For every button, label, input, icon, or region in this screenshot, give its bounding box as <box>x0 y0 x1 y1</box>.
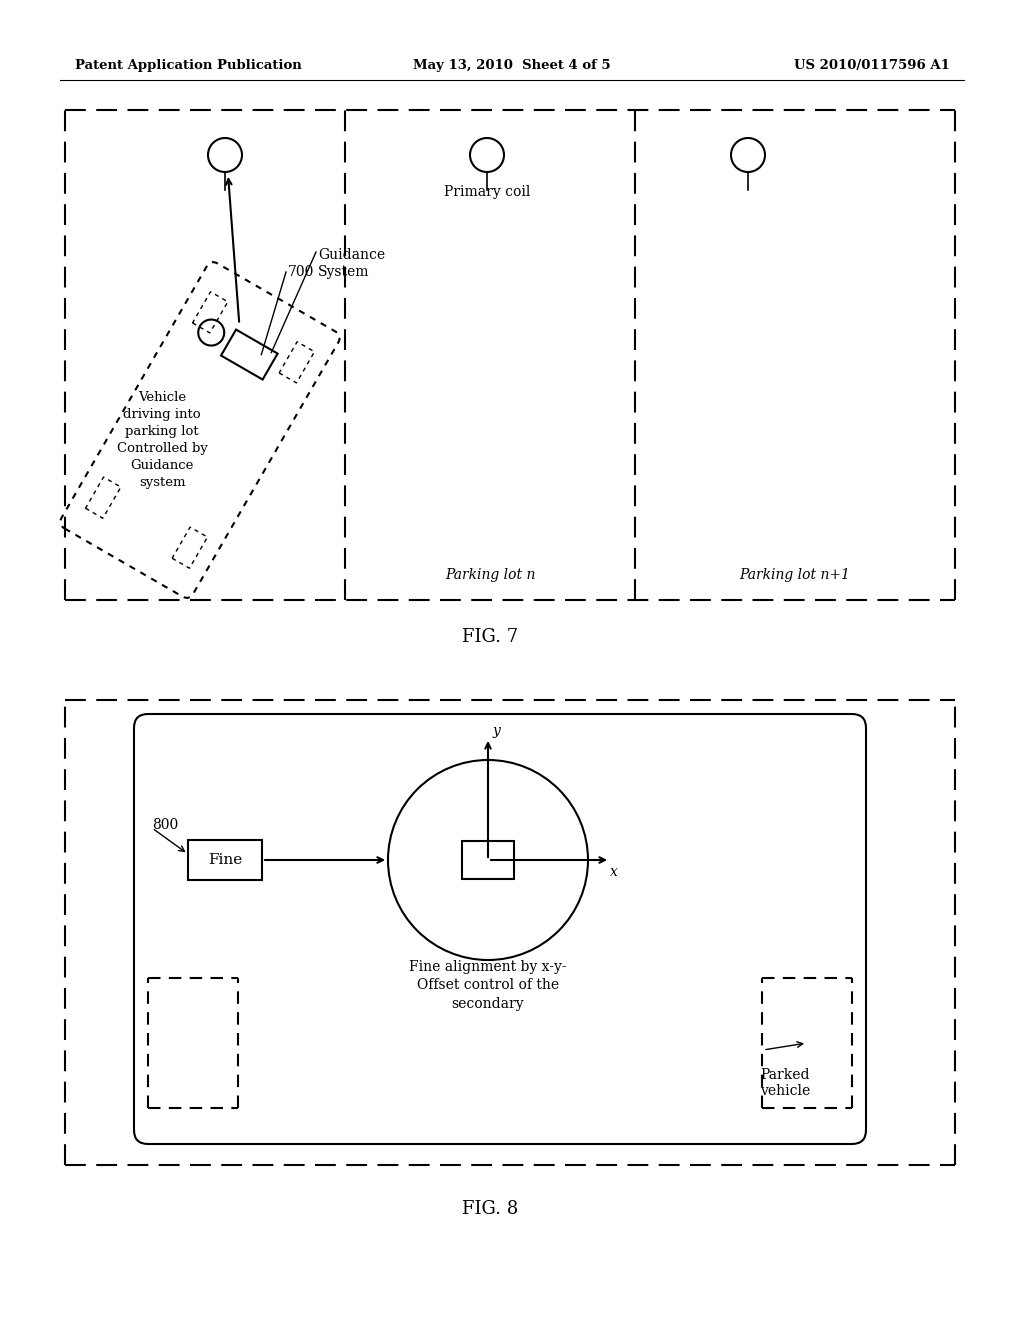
Text: x: x <box>610 865 617 879</box>
Text: Parking lot n: Parking lot n <box>444 568 536 582</box>
Text: US 2010/0117596 A1: US 2010/0117596 A1 <box>795 58 950 71</box>
Text: May 13, 2010  Sheet 4 of 5: May 13, 2010 Sheet 4 of 5 <box>414 58 610 71</box>
Text: 800: 800 <box>152 818 178 832</box>
Text: Patent Application Publication: Patent Application Publication <box>75 58 302 71</box>
Bar <box>86 477 121 519</box>
Text: Primary coil: Primary coil <box>443 185 530 199</box>
Text: Fine alignment by x-y-
Offset control of the
secondary: Fine alignment by x-y- Offset control of… <box>410 960 567 1011</box>
Bar <box>280 342 314 383</box>
Bar <box>193 292 228 333</box>
Text: Vehicle
driving into
parking lot
Controlled by
Guidance
system: Vehicle driving into parking lot Control… <box>117 391 208 488</box>
Text: 700: 700 <box>288 265 314 279</box>
Bar <box>188 840 262 880</box>
Bar <box>462 841 514 879</box>
Bar <box>221 330 278 380</box>
Text: Guidance
System: Guidance System <box>318 248 385 280</box>
Text: y: y <box>493 723 501 738</box>
Text: Parking lot n+1: Parking lot n+1 <box>739 568 851 582</box>
Text: FIG. 7: FIG. 7 <box>462 628 518 645</box>
Text: FIG. 8: FIG. 8 <box>462 1200 518 1218</box>
Text: Parked
vehicle: Parked vehicle <box>760 1068 810 1098</box>
Text: Fine: Fine <box>208 853 242 867</box>
Bar <box>172 527 208 568</box>
